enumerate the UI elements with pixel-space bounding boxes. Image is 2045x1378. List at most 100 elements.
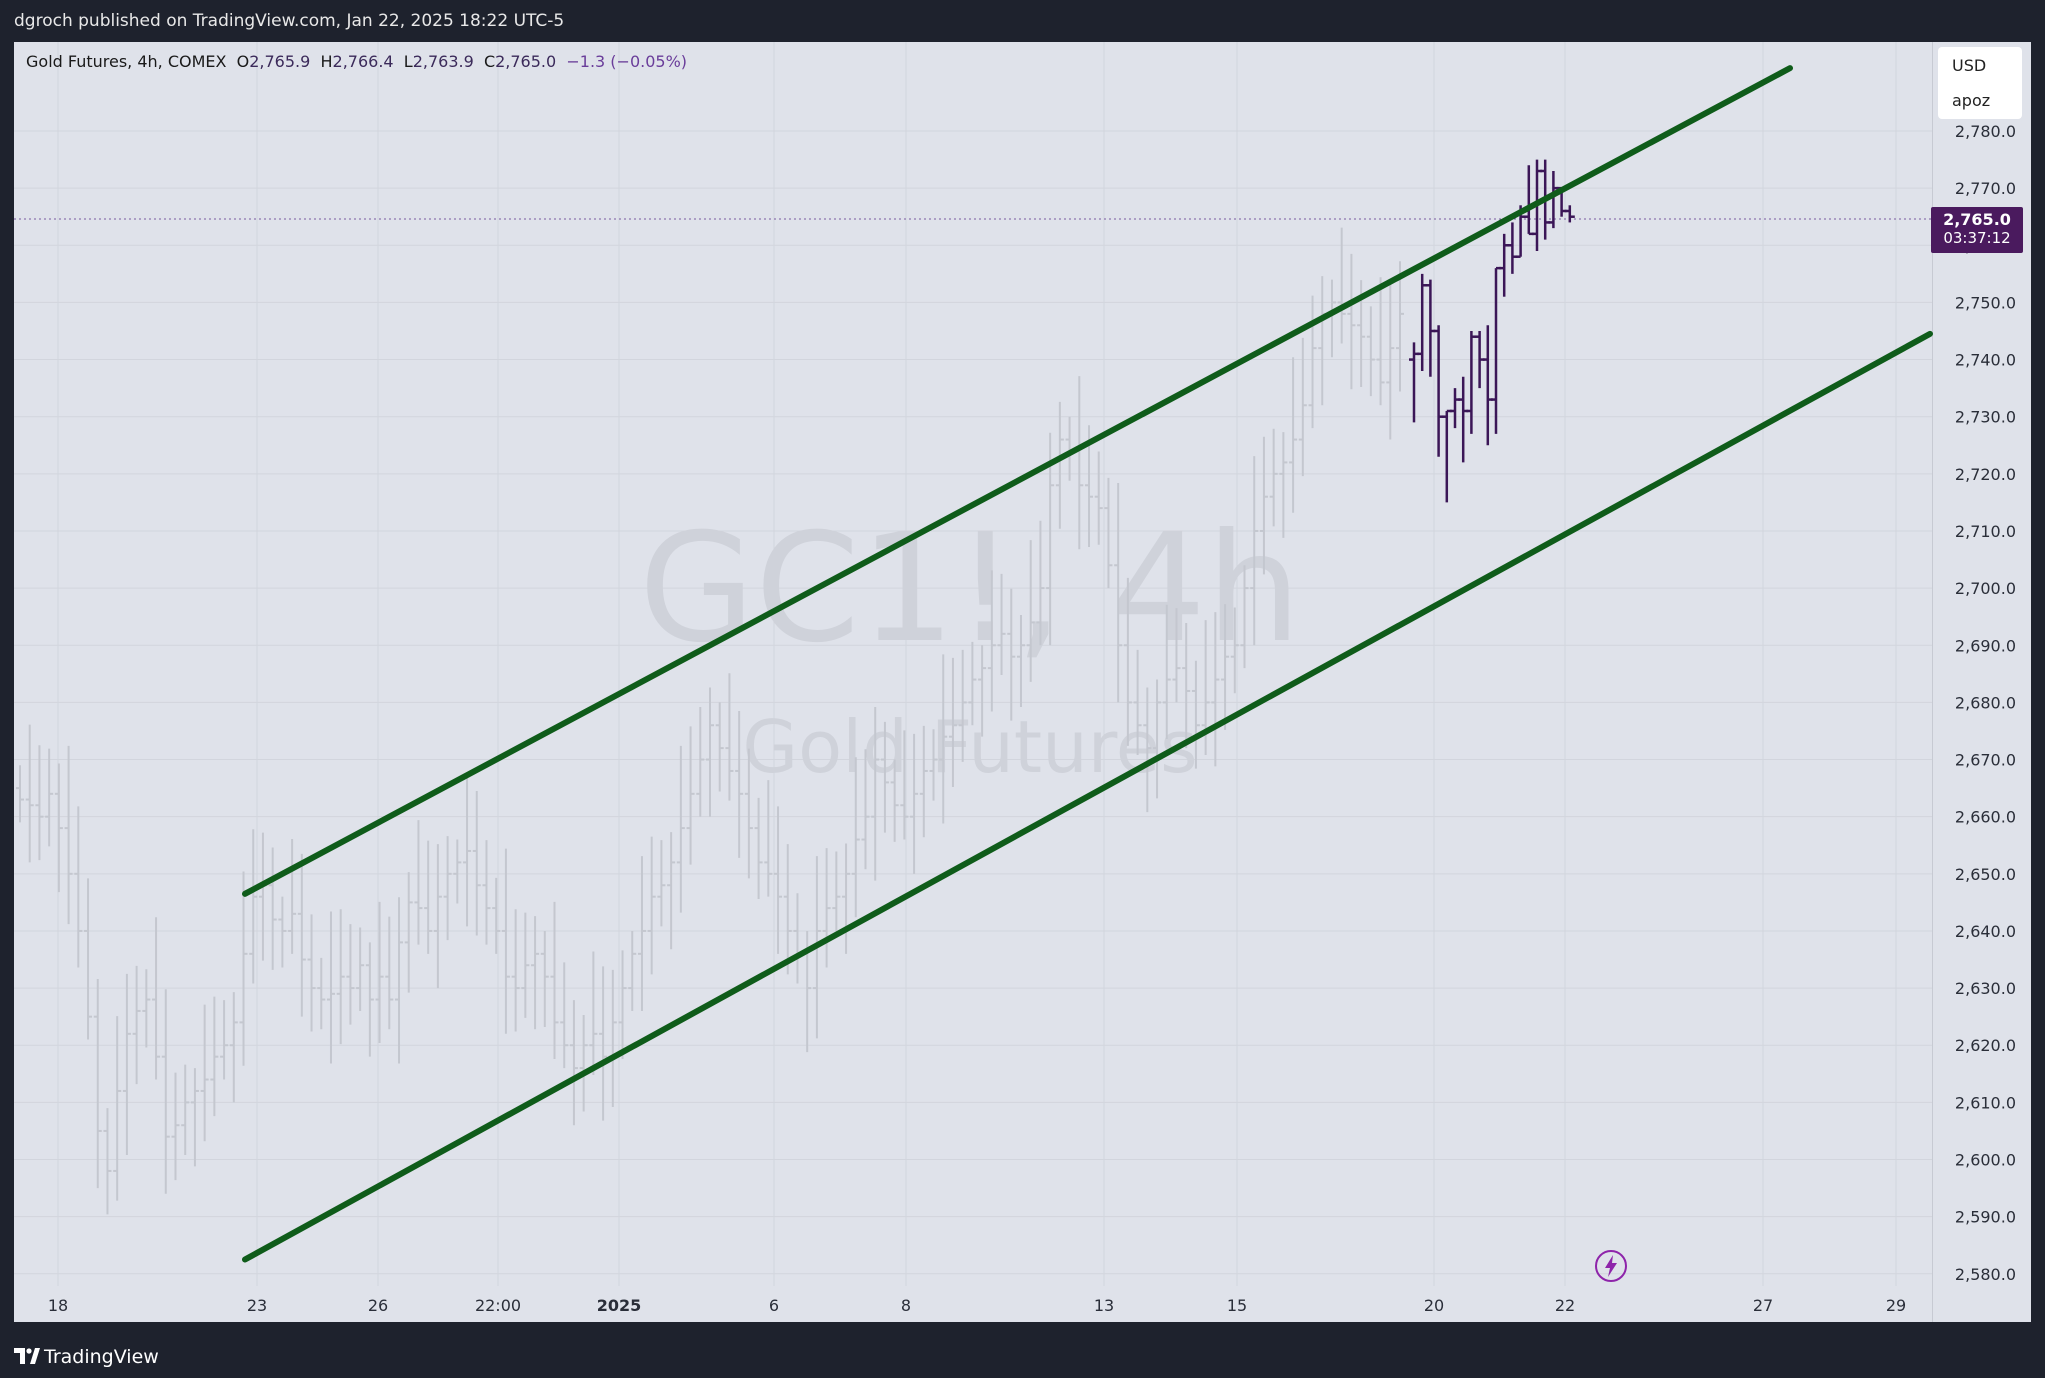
- x-tick-label: 18: [48, 1296, 68, 1315]
- ohlc-bar: [1318, 276, 1327, 406]
- tradingview-brand[interactable]: TradingView: [44, 1346, 159, 1368]
- unit-label[interactable]: apoz: [1952, 91, 1991, 110]
- ohlc-bar: [696, 706, 705, 817]
- ohlc-bar: [288, 838, 297, 954]
- ohlc-bar-recent: [1441, 409, 1452, 503]
- legend-low: 2,763.9: [412, 52, 474, 71]
- y-tick-label: 2,640.0: [1955, 922, 2016, 941]
- ohlc-bar: [871, 706, 880, 881]
- ohlc-bar: [74, 806, 83, 968]
- tradingview-logo-icon[interactable]: [14, 1348, 40, 1366]
- ohlc-bar: [220, 1000, 229, 1080]
- x-tick-label: 26: [368, 1296, 388, 1315]
- ohlc-bar: [414, 820, 423, 945]
- y-tick-label: 2,740.0: [1955, 351, 2016, 370]
- x-axis-ticks: 18 23 26 22:00 2025 6 8 13 15 20 22 27 29: [48, 1296, 1906, 1315]
- ohlc-bar: [997, 573, 1006, 675]
- ohlc-bar: [113, 1016, 122, 1201]
- ohlc-bar: [395, 897, 404, 1064]
- ohlc-bar-recent: [1466, 330, 1477, 434]
- ohlc-bar: [443, 836, 452, 941]
- ohlc-bar: [326, 911, 335, 1064]
- y-tick-label: 2,700.0: [1955, 579, 2016, 598]
- ohlc-bar: [1279, 432, 1288, 538]
- ohlc-bar: [754, 797, 763, 899]
- ohlc-bar: [1162, 604, 1171, 739]
- ohlc-bar: [608, 969, 617, 1107]
- ohlc-bar: [142, 969, 151, 1048]
- ohlc-bar: [1153, 679, 1162, 799]
- ohlc-bar: [1123, 577, 1132, 746]
- ohlc-bar: [589, 951, 598, 1075]
- ohlc-bar: [1007, 588, 1016, 721]
- ohlc-bar: [531, 916, 540, 1030]
- ohlc-bar: [968, 641, 977, 726]
- x-tick-label: 13: [1094, 1296, 1114, 1315]
- ohlc-bar: [579, 1014, 588, 1112]
- y-tick-label: 2,720.0: [1955, 465, 2016, 484]
- flash-icon[interactable]: [1594, 1249, 1628, 1283]
- y-axis-ticks: 2,780.02,770.02,760.02,750.02,740.02,730…: [1955, 122, 2016, 1284]
- ohlc-bar: [103, 1108, 112, 1215]
- ohlc-bar: [1376, 277, 1385, 406]
- ohlc-bar: [822, 848, 831, 968]
- ohlc-bar: [472, 790, 481, 936]
- y-tick-label: 2,670.0: [1955, 751, 2016, 770]
- x-tick-label: 22: [1555, 1296, 1575, 1315]
- legend-low-label: L: [403, 52, 413, 71]
- currency-unit-box[interactable]: USD apoz: [1938, 47, 2022, 119]
- y-tick-label: 2,590.0: [1955, 1208, 2016, 1227]
- ohlc-bar: [1269, 428, 1278, 527]
- ohlc-bar: [16, 765, 24, 823]
- ohlc-bar: [521, 912, 530, 1018]
- ohlc-bar: [1240, 565, 1249, 669]
- ohlc-bar-recent: [1458, 376, 1469, 463]
- ohlc-bar: [910, 733, 919, 874]
- ohlc-bar: [511, 909, 520, 1032]
- ohlc-bar: [550, 901, 559, 1059]
- x-tick-label: 2025: [597, 1296, 642, 1315]
- x-tick-label: 20: [1424, 1296, 1444, 1315]
- ohlc-bar: [258, 832, 267, 961]
- y-tick-label: 2,680.0: [1955, 693, 2016, 712]
- ohlc-bar-recent: [1523, 165, 1534, 236]
- ohlc-bar: [880, 721, 889, 833]
- y-tick-label: 2,750.0: [1955, 293, 2016, 312]
- ohlc-bar: [1094, 451, 1103, 545]
- ohlc-bar: [375, 901, 384, 1043]
- x-tick-label: 15: [1227, 1296, 1247, 1315]
- y-tick-label: 2,710.0: [1955, 522, 2016, 541]
- ohlc-bar: [628, 930, 637, 1011]
- ohlc-bar: [939, 654, 948, 824]
- ohlc-bar: [725, 673, 734, 801]
- ohlc-bar: [229, 992, 238, 1103]
- ohlc-bar: [171, 1072, 180, 1181]
- y-tick-label: 2,660.0: [1955, 808, 2016, 827]
- ohlc-bar: [667, 832, 676, 950]
- ohlc-bar: [890, 759, 899, 842]
- ohlc-bar: [851, 757, 860, 918]
- ohlc-bar: [618, 950, 627, 1059]
- ohlc-bar: [297, 853, 306, 1017]
- price-scale[interactable]: [1932, 42, 2031, 1322]
- ohlc-bar: [832, 851, 841, 931]
- x-tick-label: 27: [1753, 1296, 1773, 1315]
- ohlc-bar: [1211, 612, 1220, 767]
- ohlc-bar: [1182, 622, 1191, 749]
- ohlc-bar: [929, 729, 938, 801]
- ohlc-bar: [1133, 649, 1142, 755]
- ohlc-bar: [793, 893, 802, 984]
- ohlc-bar: [1221, 604, 1230, 730]
- y-tick-label: 2,600.0: [1955, 1151, 2016, 1170]
- ohlc-bar: [1104, 477, 1113, 589]
- ohlc-bar: [569, 1000, 578, 1126]
- ohlc-bar: [1046, 432, 1055, 646]
- currency-label[interactable]: USD: [1952, 56, 1987, 75]
- ohlc-bar: [210, 996, 219, 1117]
- publish-header: dgroch published on TradingView.com, Jan…: [0, 0, 2045, 40]
- ohlc-bar-recent: [1507, 222, 1518, 274]
- ohlc-bar: [54, 763, 63, 893]
- ohlc-bar: [1016, 614, 1025, 707]
- ohlc-bar: [64, 745, 73, 925]
